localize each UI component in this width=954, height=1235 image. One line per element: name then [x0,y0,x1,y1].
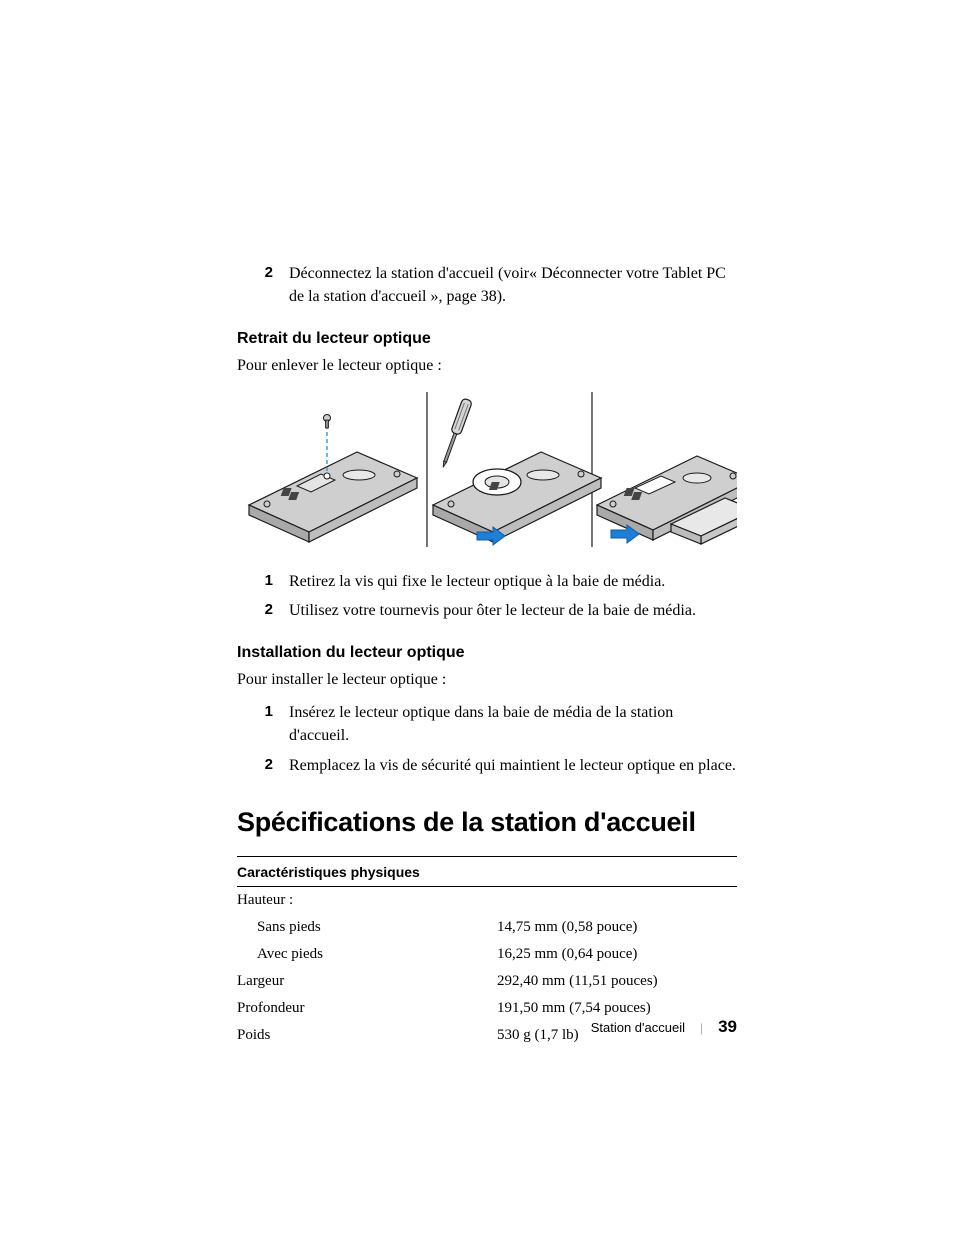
heading-specs: Spécifications de la station d'accueil [237,807,737,838]
table-cell-label: Avec pieds [237,941,497,968]
step-number: 2 [237,262,289,308]
step-text: Déconnectez la station d'accueil (voir« … [289,262,737,308]
footer-section-title: Station d'accueil [591,1020,685,1035]
table-row: Hauteur : [237,886,737,914]
table-row: Sans pieds 14,75 mm (0,58 pouce) [237,914,737,941]
heading-removal: Retrait du lecteur optique [237,330,737,348]
table-row: Avec pieds 16,25 mm (0,64 pouce) [237,941,737,968]
step-number: 1 [237,570,289,593]
install-intro: Pour installer le lecteur optique : [237,668,737,691]
heading-install: Installation du lecteur optique [237,644,737,662]
table-cell-label: Sans pieds [237,914,497,941]
install-step-list: 1 Insérez le lecteur optique dans la bai… [237,701,737,777]
removal-intro: Pour enlever le lecteur optique : [237,354,737,377]
removal-diagram-svg [237,392,737,562]
list-item: 2 Déconnectez la station d'accueil (voir… [237,262,737,308]
table-cell-label: Largeur [237,968,497,995]
table-cell-value: 292,40 mm (11,51 pouces) [497,968,737,995]
table-row: Largeur 292,40 mm (11,51 pouces) [237,968,737,995]
step-text: Insérez le lecteur optique dans la baie … [289,701,737,747]
table-cell-value [497,886,737,914]
content-area: 2 Déconnectez la station d'accueil (voir… [237,262,737,1049]
step-number: 2 [237,754,289,777]
step-text: Remplacez la vis de sécurité qui maintie… [289,754,736,777]
step-number: 2 [237,599,289,622]
table-cell-label: Hauteur : [237,886,497,914]
intro-step-list: 2 Déconnectez la station d'accueil (voir… [237,262,737,308]
step-text: Utilisez votre tournevis pour ôter le le… [289,599,696,622]
footer-page-number: 39 [718,1017,737,1036]
list-item: 2 Utilisez votre tournevis pour ôter le … [237,599,737,622]
page-footer: Station d'accueil | 39 [0,1017,737,1037]
page: 2 Déconnectez la station d'accueil (voir… [0,0,954,1235]
removal-step-list: 1 Retirez la vis qui fixe le lecteur opt… [237,570,737,622]
list-item: 2 Remplacez la vis de sécurité qui maint… [237,754,737,777]
list-item: 1 Retirez la vis qui fixe le lecteur opt… [237,570,737,593]
footer-separator: | [700,1020,703,1035]
removal-figure [237,392,737,562]
list-item: 1 Insérez le lecteur optique dans la bai… [237,701,737,747]
step-text: Retirez la vis qui fixe le lecteur optiq… [289,570,665,593]
table-header-cell: Caractéristiques physiques [237,856,737,886]
table-cell-value: 16,25 mm (0,64 pouce) [497,941,737,968]
table-header-row: Caractéristiques physiques [237,856,737,886]
step-number: 1 [237,701,289,747]
table-cell-value: 14,75 mm (0,58 pouce) [497,914,737,941]
